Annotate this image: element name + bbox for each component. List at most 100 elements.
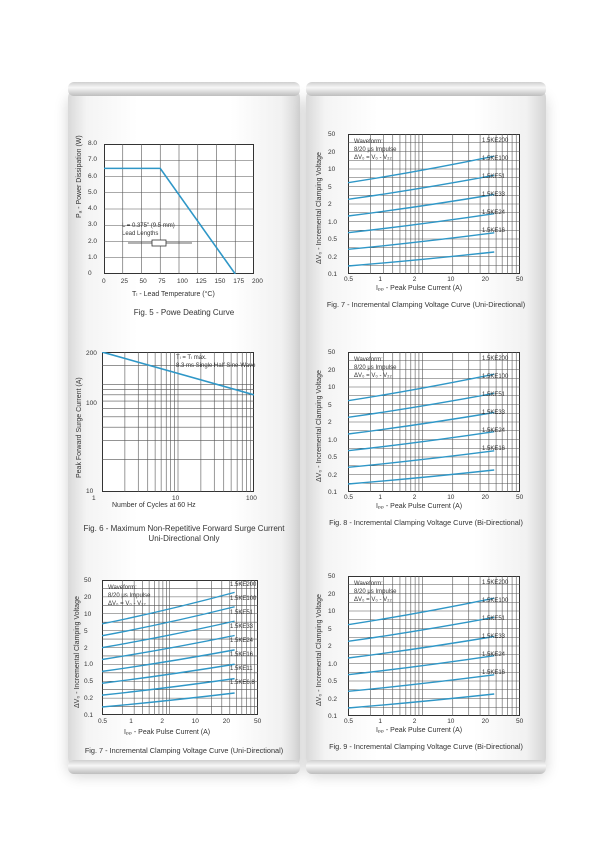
right-cylinder-top-rim [306,82,546,96]
derating-curve [104,167,236,274]
fig4-y-tick: 50 [328,131,336,138]
fig4-series-label: 1.5KE100 [482,156,509,162]
clamping-2-note-3: ΔV₀ = V₀ - V₂₂ [354,373,392,379]
clamping-left-series-line [102,620,235,649]
fig5-x-tick: 50 [516,494,524,501]
fig4-y-tick: 1.0 [328,218,338,226]
clamping-2-plot [348,352,520,492]
clamping-1-x-axis-label: Iₚₚ - Peak Pulse Current (A) [376,285,463,292]
derating-x-tick: 125 [195,278,207,285]
surge-x-tick: 100 [246,495,257,502]
fig3-series-label: 1.5KE6.8 [230,680,255,686]
fig6-x-tick: 2 [412,718,417,725]
clamping-left-plot-svg [102,580,258,715]
fig3-x-tick: 0.5 [98,718,108,725]
clamping-left-series-line [102,606,235,637]
fig5-series-label: 1.5KE24 [482,428,506,434]
clamping-1-series-line [348,232,495,251]
clamping-voltage-panel-3: ΔV₀ - Incremental Clamping Voltage 50 20 1… [306,566,546,766]
fig6-y-tick: 5 [328,625,332,633]
clamping-2-plot-svg [348,352,520,492]
derating-x-tick: 200 [252,278,263,285]
clamping-1-series-line [348,155,495,184]
clamping-3-y-axis-label: ΔV₀ - Incremental Clamping Voltage [316,594,323,706]
fig6-y-tick: 1.0 [328,660,338,668]
fig5-series-label: 1.5KE100 [482,374,509,380]
fig3-y-tick: 5 [84,627,88,635]
derating-y-tick: 8.0 [88,140,98,147]
fig5-y-tick: 5 [328,401,332,409]
clamping-left-x-axis-label: Iₚₚ - Peak Pulse Current (A) [124,729,211,736]
fig4-y-tick: 0.2 [328,253,338,261]
clamping-2-y-axis-label: ΔV₀ - Incremental Clamping Voltage [316,370,323,482]
fig3-series-label: 1.5KE16 [230,652,254,658]
right-cylinder: ΔV₀ - Incremental Clamping Voltage 50 20 1… [306,82,546,774]
fig4-y-tick: 0.5 [328,236,338,243]
fig5-y-tick: 1.0 [328,436,338,444]
fig4-x-tick: 10 [447,276,455,283]
derating-y-tick: 6.0 [88,172,98,180]
derating-y-tick: 5.0 [88,188,98,196]
fig6-y-tick: 0.2 [328,695,338,703]
fig4-x-tick: 0.5 [344,276,354,283]
left-cylinder-bottom-rim [68,760,300,774]
clamping-left-caption: Fig. 7 - Incremental Clamping Voltage Cu… [84,746,284,755]
derating-caption: Fig. 5 - Powe Deating Curve [133,308,235,317]
derating-y-tick: 0 [88,270,92,277]
left-cylinder-top-rim [68,82,300,96]
fig4-y-tick: 0.1 [328,271,338,278]
surge-y-tick: 100 [86,400,97,407]
fig3-y-tick: 50 [84,577,92,584]
clamping-2-series-line [348,373,495,402]
fig4-y-tick: 20 [328,148,336,156]
fig3-series-label: 1.5KE200 [230,582,257,588]
fig6-series-label: 1.5KE33 [482,634,506,640]
fig3-y-tick: 0.5 [84,678,94,686]
derating-x-tick: 175 [233,278,245,285]
derating-x-tick: 0 [102,278,106,285]
surge-y-tick: 10 [86,488,94,495]
clamping-3-caption: Fig. 9 - Incremental Clamping Voltage Cu… [329,742,523,751]
fig5-series-label: 1.5KE33 [482,410,506,416]
surge-x-axis-label: Number of Cycles at 60 Hz [112,502,196,509]
clamping-left-note-3: ΔV₀ = V₀ - V₂₂ [108,601,146,607]
fig3-x-tick: 10 [191,718,199,725]
fig6-x-tick: 1 [378,718,383,725]
clamping-3-x-axis-label: Iₚₚ - Peak Pulse Current (A) [376,727,463,734]
clamping-voltage-panel-2: ΔV₀ - Incremental Clamping Voltage 50 20 1… [306,342,546,542]
fig4-series-label: 1.5KE51 [482,174,506,180]
derating-x-tick: 25 [120,278,128,285]
surge-caption-line-1: Fig. 6 - Maximum Non-Repetitive Forward … [83,524,285,533]
derating-x-tick: 50 [139,278,147,285]
clamping-3-plot [348,576,520,716]
surge-y-tick: 200 [86,350,97,357]
fig4-series-label: 1.5KE16 [482,228,506,234]
fig5-x-tick: 0.5 [344,494,354,501]
derating-x-axis-label: Tₗ - Lead Temperature (°C) [132,291,215,298]
fig5-y-tick: 20 [328,366,336,374]
clamping-3-plot-svg [348,576,520,716]
clamping-1-plot [348,134,520,274]
fig3-series-label: 1.5KE24 [230,638,254,644]
fig6-x-tick: 10 [447,718,455,725]
fig4-x-tick: 50 [516,276,524,283]
clamping-3-series-line [348,616,495,643]
fig5-y-tick: 0.5 [328,454,338,461]
surge-plot [102,352,254,492]
derating-y-tick: 3.0 [88,221,98,229]
clamping-2-series-line [348,430,495,452]
clamping-1-series-line [348,174,495,201]
clamping-1-note: Waveform: 8/20 μs Impulse ΔV₀ = V₀ - V₂₂ [354,138,396,162]
clamping-1-series-line [348,193,495,217]
fig3-series-label: 1.5KE11 [230,666,253,672]
clamping-1-plot-svg [348,134,520,274]
fig6-x-tick: 0.5 [344,718,354,725]
fig5-y-tick: 0.2 [328,471,338,479]
resistor-icon [151,239,167,247]
clamping-voltage-panel-left: ΔV₀ - Incremental Clamping Voltage 50 20 1… [68,568,300,768]
surge-y-axis-label: Peak Forward Surge Current (A) [76,377,83,478]
fig6-y-tick: 20 [328,590,336,598]
derating-y-tick: 1.0 [88,253,98,261]
fig4-y-tick: 2 [328,201,332,208]
clamping-left-series-line [102,634,235,661]
